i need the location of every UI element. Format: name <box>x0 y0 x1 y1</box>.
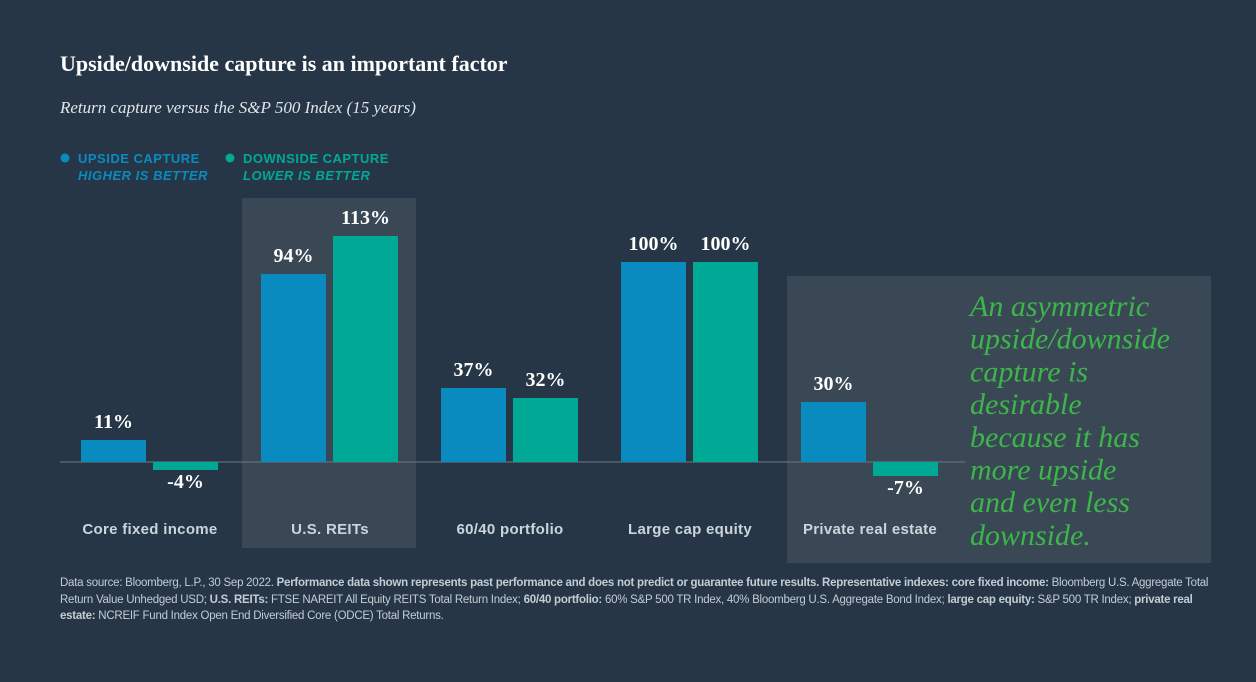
footnote-part: Performance data shown represents past p… <box>276 577 1049 589</box>
annotation: downside. <box>970 519 1091 552</box>
footnote-part: Data source: Bloomberg, L.P., 30 Sep 202… <box>60 577 277 589</box>
annotation: upside/downside <box>970 323 1170 356</box>
legend-marker <box>60 153 70 163</box>
footnote-part: large cap equity: <box>947 593 1035 606</box>
bar <box>693 262 758 462</box>
bar <box>621 262 686 462</box>
footnote-part: U.S. REITs: <box>209 593 269 606</box>
annotation: capture is <box>970 355 1088 388</box>
legend-marker <box>225 153 235 163</box>
footnote-part: NCREIF Fund Index Open End Diversified C… <box>95 610 444 622</box>
footnote-part: 60/40 portfolio: <box>523 593 603 606</box>
bar <box>513 398 578 462</box>
value-label: 113% <box>341 207 390 229</box>
value-label: -4% <box>167 471 204 493</box>
value-label: 100% <box>629 233 679 255</box>
chart: Upside/downside capture is an important … <box>59 51 1211 563</box>
value-label: -7% <box>887 477 924 499</box>
bar <box>153 462 218 470</box>
annotation: desirable <box>970 388 1082 421</box>
value-label: 11% <box>94 411 133 433</box>
x-tick-label: Core fixed income <box>82 521 217 538</box>
chart-subtitle: Return capture versus the S&P 500 Index … <box>59 98 416 117</box>
legend-label: UPSIDE CAPTURE <box>78 151 200 166</box>
footnote: Data source: Bloomberg, L.P., 30 Sep 202… <box>60 575 1210 625</box>
bar <box>261 274 326 462</box>
footnote-part: Bloomberg U.S. Aggregate Total Return Va… <box>60 577 1209 606</box>
legend-note: HIGHER IS BETTER <box>78 168 208 183</box>
bar <box>873 462 938 476</box>
footnote-part: FTSE NAREIT All Equity REITS Total Retur… <box>268 593 524 606</box>
footnote-part: 60% S&P 500 TR Index, 40% Bloomberg U.S.… <box>602 593 948 606</box>
annotation: and even less <box>970 486 1130 519</box>
x-tick-label: Private real estate <box>803 521 937 538</box>
annotation: more upside <box>970 454 1116 487</box>
legend-note: LOWER IS BETTER <box>243 168 371 183</box>
bar <box>801 402 866 462</box>
annotation: because it has <box>970 421 1140 454</box>
x-tick-label: 60/40 portfolio <box>456 521 563 538</box>
footnote-part: S&P 500 TR Index; <box>1034 593 1135 606</box>
value-label: 32% <box>526 369 566 391</box>
footnote-part: private real estate: <box>60 593 1193 623</box>
bar <box>441 388 506 462</box>
x-tick-label: Large cap equity <box>628 521 752 538</box>
value-label: 100% <box>701 233 751 255</box>
bar <box>81 440 146 462</box>
bar <box>333 236 398 462</box>
value-label: 94% <box>274 245 314 267</box>
x-tick-label: U.S. REITs <box>291 521 369 538</box>
value-label: 30% <box>814 373 854 395</box>
annotation: An asymmetric <box>968 290 1149 323</box>
legend-label: DOWNSIDE CAPTURE <box>243 151 389 166</box>
chart-title: Upside/downside capture is an important … <box>60 51 508 76</box>
value-label: 37% <box>454 359 494 381</box>
